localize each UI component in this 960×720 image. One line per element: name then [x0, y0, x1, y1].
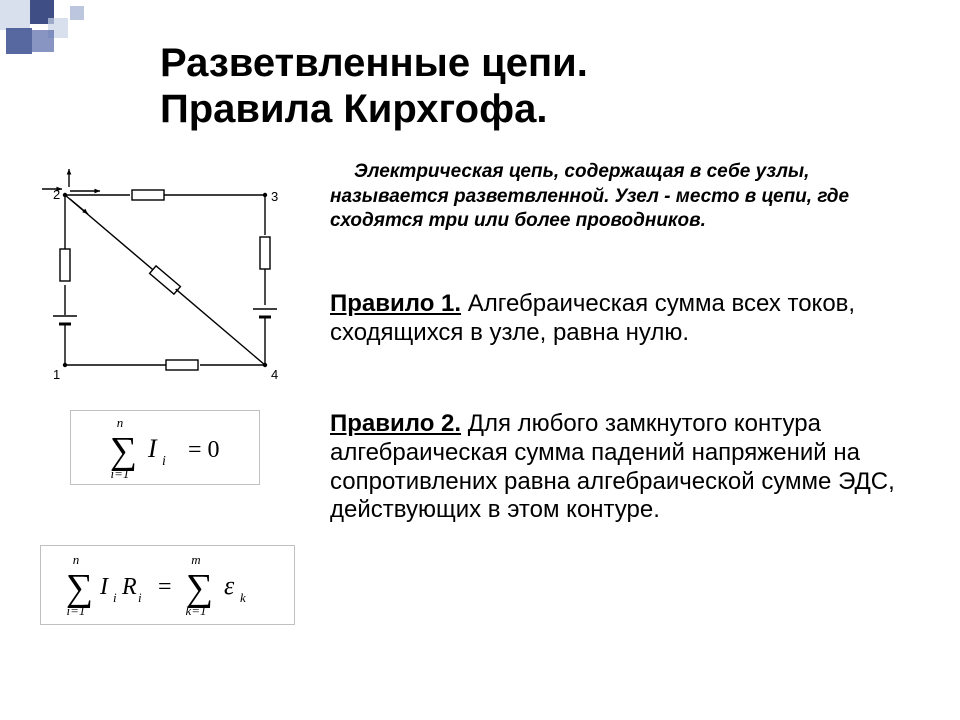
svg-text:= 0: = 0 — [188, 437, 220, 463]
rule2: Правило 2. Для любого замкнутого контура… — [330, 410, 930, 525]
circuit-diagram: 1 2 3 4 — [40, 165, 300, 390]
svg-text:3: 3 — [271, 189, 278, 204]
svg-text:m: m — [191, 552, 200, 567]
svg-text:ε: ε — [224, 571, 235, 600]
svg-text:i: i — [113, 590, 117, 605]
svg-text:4: 4 — [271, 367, 278, 382]
slide-title: Разветвленные цепи. Правила Кирхгофа. — [160, 40, 880, 132]
svg-text:n: n — [72, 552, 79, 567]
svg-text:n: n — [117, 415, 124, 430]
title-line2: Правила Кирхгофа. — [160, 87, 547, 131]
rule1: Правило 1. Алгебраическая сумма всех ток… — [330, 290, 930, 348]
svg-text:2: 2 — [53, 187, 60, 202]
rule2-label: Правило 2. — [330, 410, 461, 437]
formula1: ∑ni=1Ii= 0 — [70, 410, 260, 485]
intro-text: Электрическая цепь, содержащая в себе уз… — [330, 160, 930, 234]
svg-text:R: R — [121, 574, 137, 600]
svg-text:i=1: i=1 — [66, 603, 85, 618]
title-line1: Разветвленные цепи. — [160, 41, 588, 85]
svg-text:k=1: k=1 — [185, 603, 206, 618]
svg-text:i=1: i=1 — [111, 466, 130, 481]
svg-text:I: I — [99, 574, 109, 600]
svg-text:1: 1 — [53, 367, 60, 382]
svg-text:i: i — [162, 454, 166, 469]
svg-text:k: k — [240, 590, 246, 605]
formula2: ∑ni=1IiRi=∑mk=1εk — [40, 545, 295, 625]
slide-decor — [0, 0, 110, 50]
svg-text:=: = — [158, 574, 172, 600]
rule1-label: Правило 1. — [330, 290, 461, 317]
svg-text:I: I — [147, 434, 158, 463]
svg-text:i: i — [138, 590, 142, 605]
